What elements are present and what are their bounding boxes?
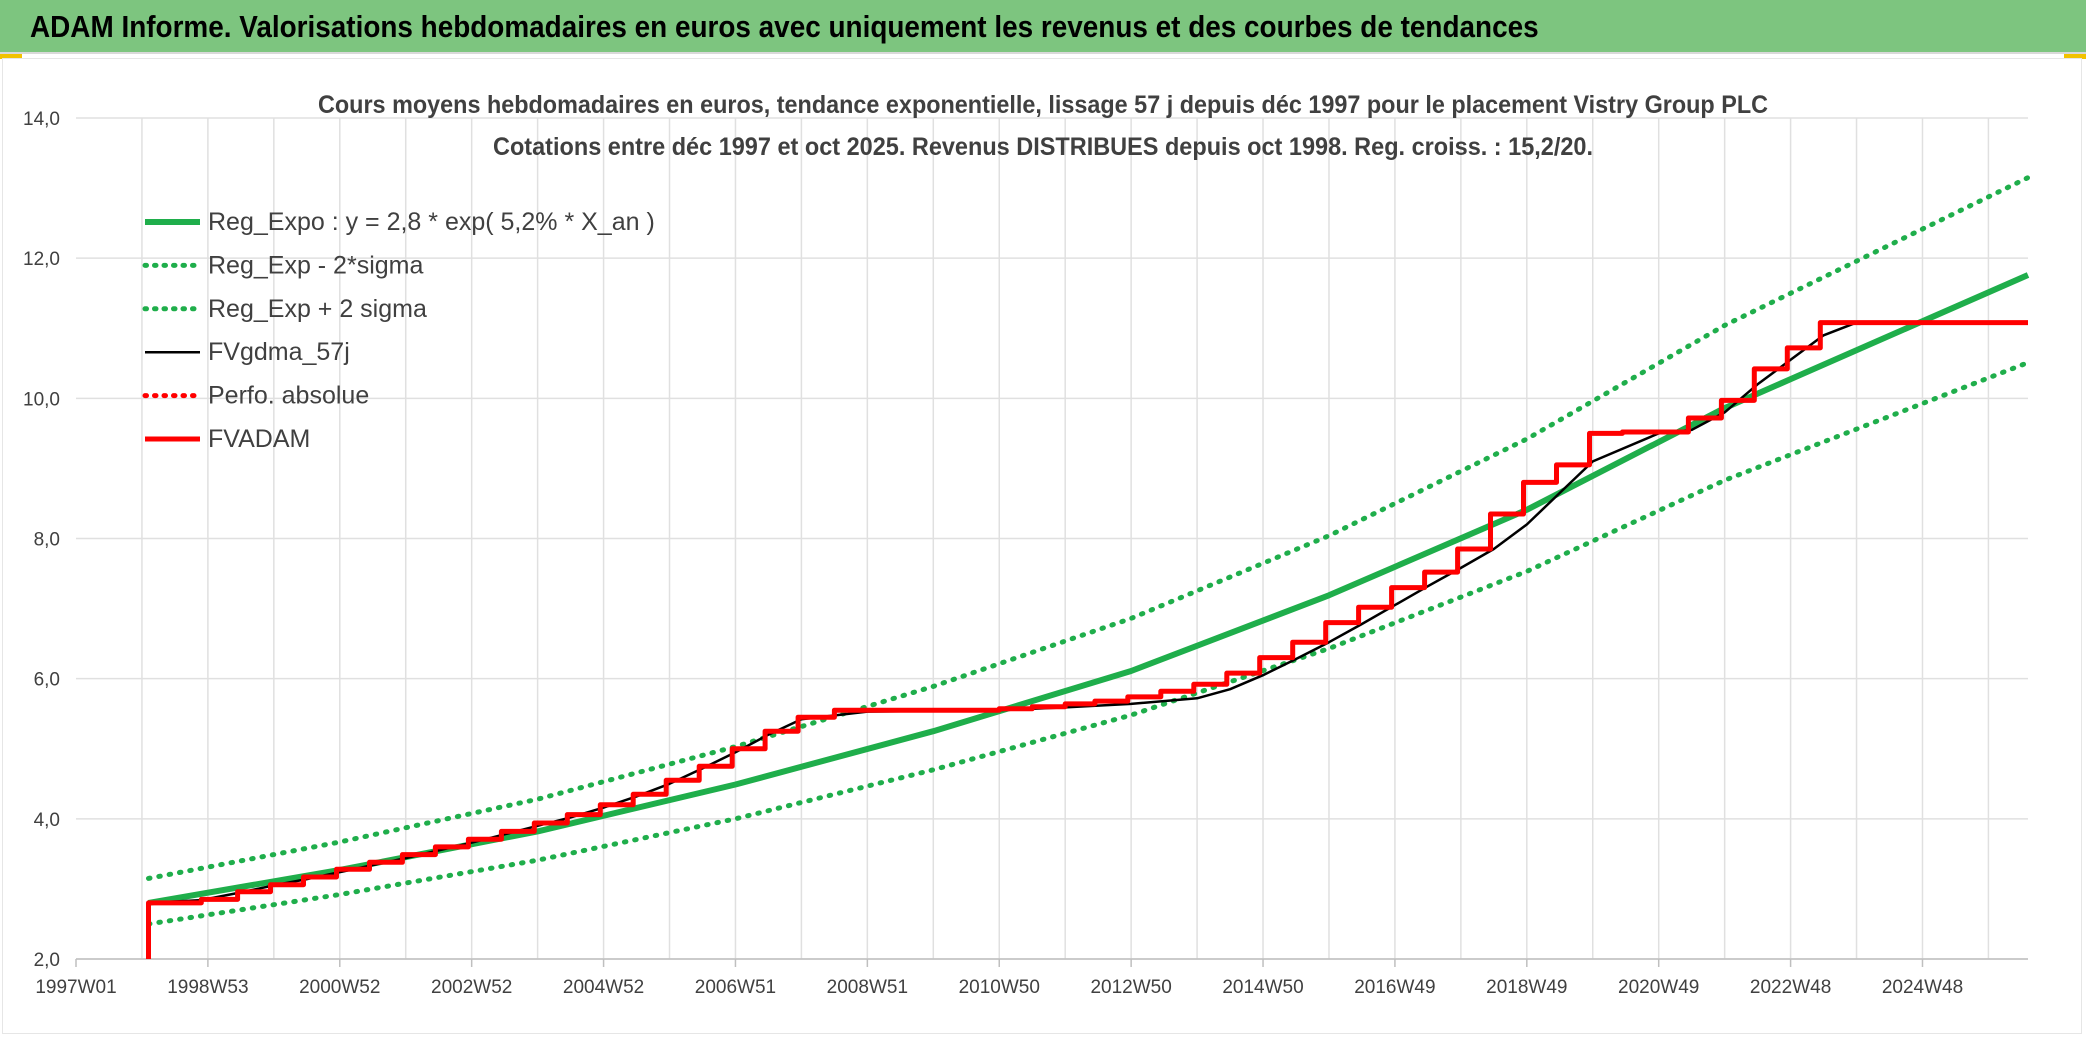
y-tick-label: 8,0 xyxy=(34,530,60,551)
x-tick-label: 2018W49 xyxy=(1486,977,1567,998)
series-line-1 xyxy=(146,360,2031,927)
series-line-5 xyxy=(146,320,2028,959)
y-tick-label: 4,0 xyxy=(34,810,60,831)
legend-label-2: Reg_Exp + 2 sigma xyxy=(208,295,427,323)
header-bar: ADAM Informe. Valorisations hebdomadaire… xyxy=(0,0,2086,54)
y-tick-label: 2,0 xyxy=(34,950,60,971)
axes: 2,0 4,0 6,0 8,0 10,0 12,0 14,0 1997W01 1998W53 20… xyxy=(23,109,2028,998)
x-tick-label: 2024W48 xyxy=(1882,977,1963,998)
x-tick-label: 2004W52 xyxy=(563,977,644,998)
series-line-3 xyxy=(148,321,2028,905)
x-tick-label: 1998W53 xyxy=(167,977,248,998)
chart-frame xyxy=(2,58,2082,1034)
legend-label-5: FVADAM xyxy=(208,425,310,453)
x-tick-label: 2012W50 xyxy=(1090,977,1171,998)
chart-subtitle: Cotations entre déc 1997 et oct 2025. Re… xyxy=(493,133,1593,161)
x-tick-label: 2020W49 xyxy=(1618,977,1699,998)
y-tick-label: 6,0 xyxy=(34,670,60,691)
x-tick-label: 2016W49 xyxy=(1354,977,1435,998)
x-tick-label: 2010W50 xyxy=(959,977,1040,998)
x-tick-label: 2002W52 xyxy=(431,977,512,998)
legend-label-4: Perfo. absolue xyxy=(208,382,369,410)
chart-title: Cours moyens hebdomadaires en euros, ten… xyxy=(318,91,1768,119)
series-line-0 xyxy=(147,272,2030,906)
corner-accent-right xyxy=(2064,54,2086,59)
x-tick-label: 2014W50 xyxy=(1222,977,1303,998)
series-line-2 xyxy=(146,175,2031,881)
x-tick-label: 2008W51 xyxy=(827,977,908,998)
x-tick-label: 2000W52 xyxy=(299,977,380,998)
legend-label-1: Reg_Exp - 2*sigma xyxy=(208,251,423,279)
corner-accent-left xyxy=(0,54,22,59)
y-tick-label: 14,0 xyxy=(23,109,60,130)
page-title: ADAM Informe. Valorisations hebdomadaire… xyxy=(30,9,1539,44)
y-tick-label: 12,0 xyxy=(23,249,60,270)
y-tick-label: 10,0 xyxy=(23,389,60,410)
series xyxy=(146,175,2031,959)
legend-label-3: FVgdma_57j xyxy=(208,338,350,366)
legend: Reg_Expo : y = 2,8 * exp( 5,2% * X_an ) R… xyxy=(142,208,655,453)
x-tick-label: 2022W48 xyxy=(1750,977,1831,998)
x-tick-label: 1997W01 xyxy=(35,977,116,998)
legend-label-0: Reg_Expo : y = 2,8 * exp( 5,2% * X_an ) xyxy=(208,208,655,236)
x-tick-label: 2006W51 xyxy=(695,977,776,998)
grid xyxy=(76,117,2028,960)
